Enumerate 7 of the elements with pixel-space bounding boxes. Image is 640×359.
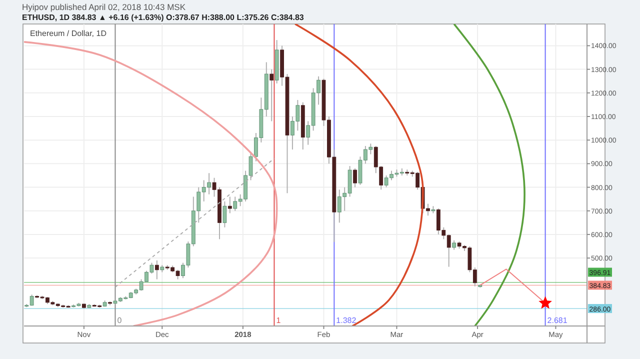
- chart-subtitle: ETHUSD, 1D 384.83 ▲ +6.16 (+1.63%) O:378.67 H:388.00 L:375.26 C:384.83: [22, 13, 304, 22]
- ref-line-label: 0: [117, 316, 122, 325]
- ref-line-label: 1.382: [336, 316, 357, 325]
- ref-line-label: 2.681: [547, 316, 568, 325]
- annotation: Ethereum / Dollar, 1D: [30, 29, 107, 38]
- chart-title: Hyipov published April 02, 2018 10:43 MSK: [22, 2, 186, 12]
- ref-line-label: 1: [276, 316, 282, 325]
